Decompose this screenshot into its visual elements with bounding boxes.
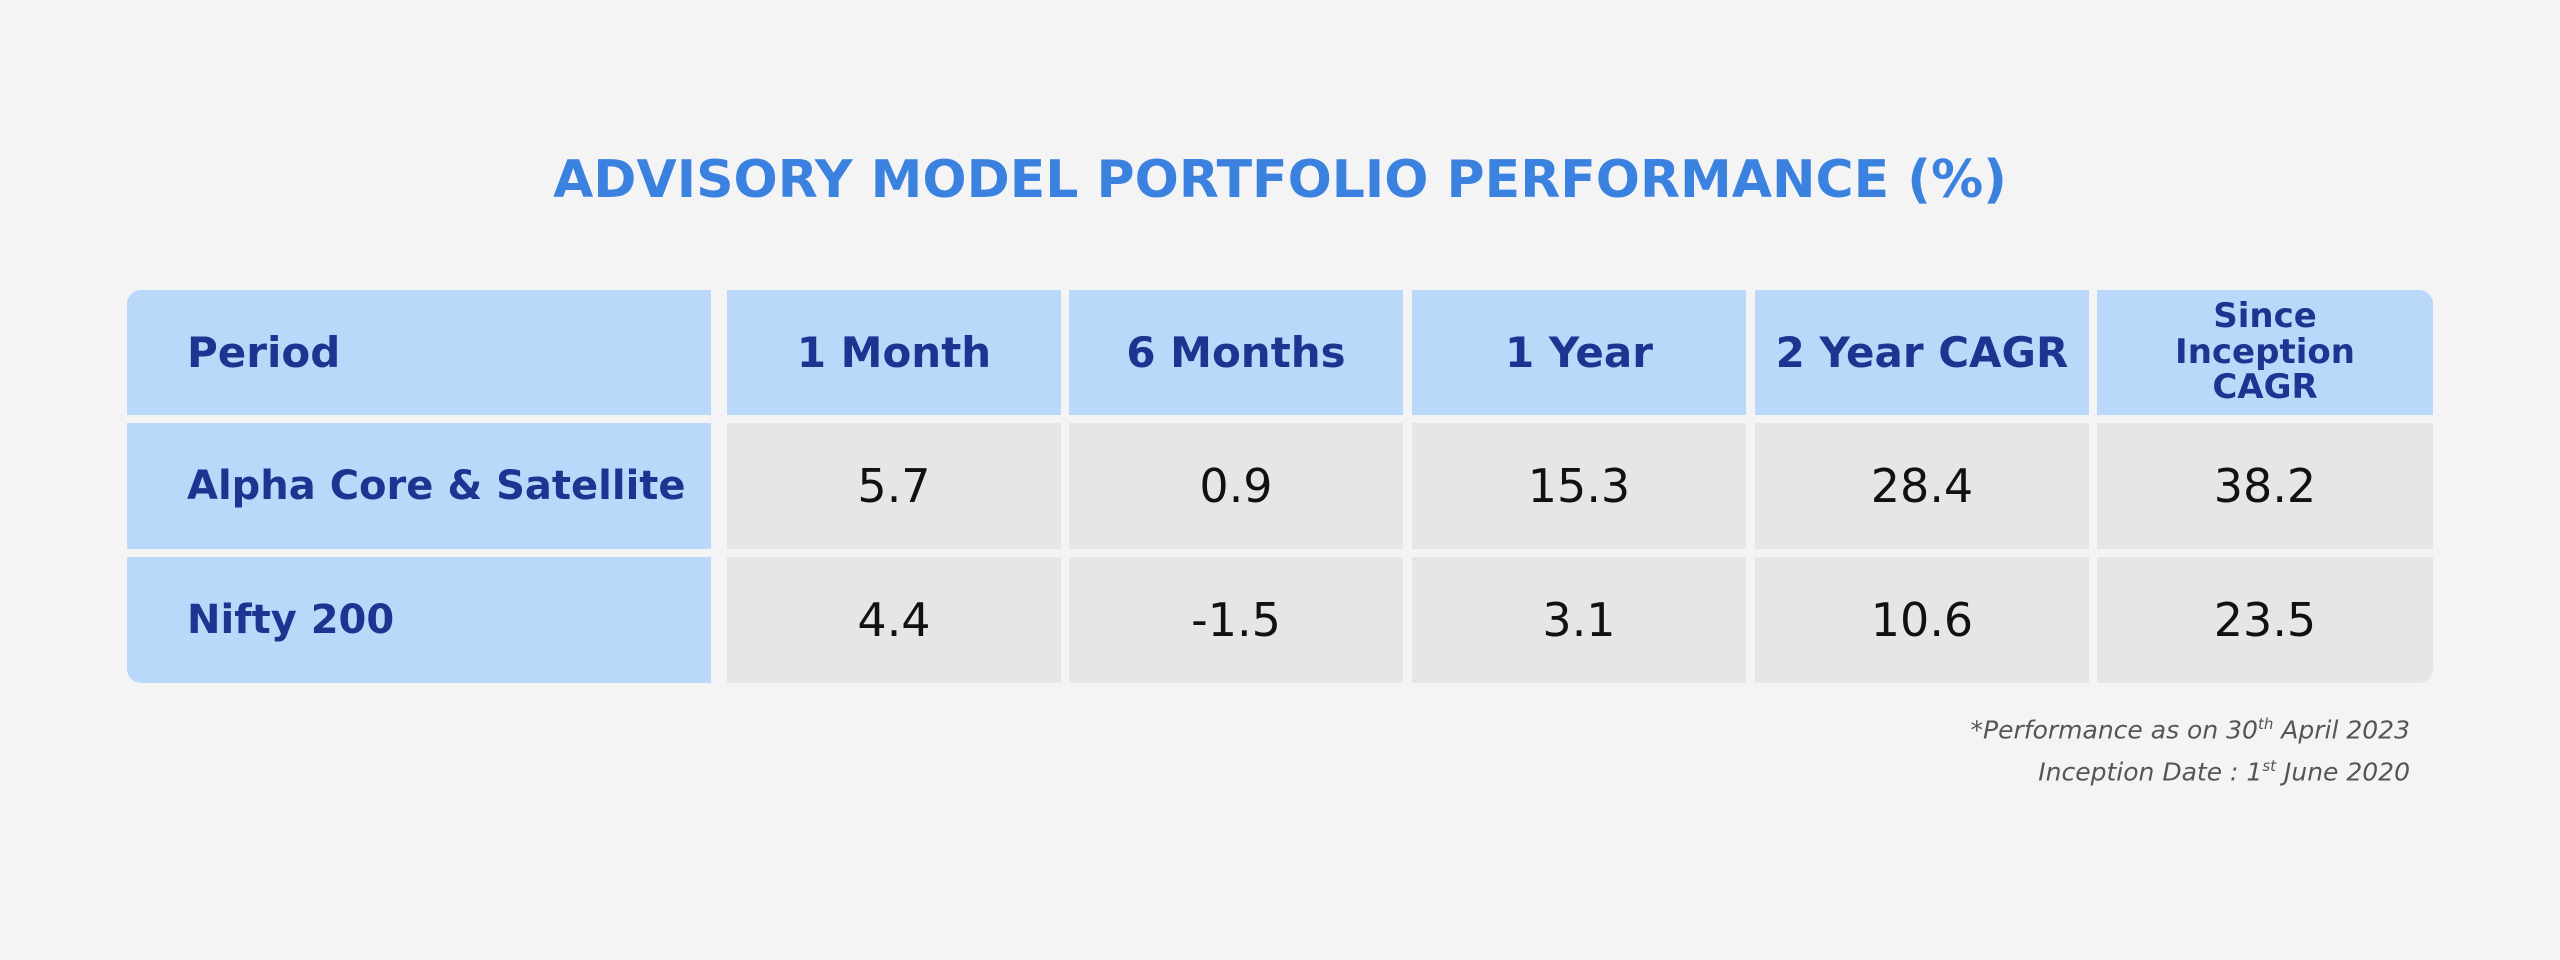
cell-nifty-2-year-cagr: 10.6 (1755, 557, 2089, 683)
cell-value: 3.1 (1542, 593, 1616, 647)
cell-nifty-1-month: 4.4 (727, 557, 1061, 683)
footnote: *Performance as on 30th April 2023 Incep… (1971, 706, 2410, 791)
cell-alpha-1-year: 15.3 (1412, 423, 1746, 549)
cell-nifty-since-inception: 23.5 (2097, 557, 2433, 683)
cell-value: 15.3 (1527, 459, 1631, 513)
cell-value: 4.4 (857, 593, 931, 647)
cell-value: -1.5 (1191, 593, 1281, 647)
cell-value: 0.9 (1199, 459, 1273, 513)
cell-value: 38.2 (2213, 459, 2317, 513)
header-label: 1 Year (1505, 328, 1653, 377)
header-label: Since Inception CAGR (2175, 295, 2355, 408)
row-label-alpha: Alpha Core & Satellite (127, 423, 711, 549)
header-label: 6 Months (1126, 328, 1346, 377)
cell-value: 5.7 (857, 459, 931, 513)
header-label: 1 Month (796, 328, 992, 377)
footnote-text: Performance as on 30 (1983, 715, 2258, 745)
cell-value: 10.6 (1870, 593, 1974, 647)
cell-alpha-since-inception: 38.2 (2097, 423, 2433, 549)
performance-table: Period 1 Month 6 Months 1 Year 2 Year CA… (127, 290, 2433, 683)
header-label: Period (187, 328, 341, 377)
footnote-superscript: st (2262, 757, 2277, 776)
cell-value: 28.4 (1870, 459, 1974, 513)
header-2-year-cagr: 2 Year CAGR (1755, 290, 2089, 415)
row-label: Nifty 200 (187, 597, 395, 643)
footnote-asterisk: * (1970, 715, 1984, 745)
footnote-inception-date: Inception Date : 1st June 2020 (1971, 748, 2410, 790)
cell-alpha-2-year-cagr: 28.4 (1755, 423, 2089, 549)
footnote-text: Inception Date : 1 (2038, 757, 2263, 787)
cell-nifty-6-months: -1.5 (1069, 557, 1403, 683)
cell-value: 23.5 (2213, 593, 2317, 647)
cell-alpha-1-month: 5.7 (727, 423, 1061, 549)
footnote-performance-date: *Performance as on 30th April 2023 (1971, 706, 2410, 748)
header-period: Period (127, 290, 711, 415)
header-since-inception-cagr: Since Inception CAGR (2097, 290, 2433, 415)
row-label-nifty: Nifty 200 (127, 557, 711, 683)
footnote-text: April 2023 (2273, 715, 2410, 745)
header-1-year: 1 Year (1412, 290, 1746, 415)
header-6-months: 6 Months (1069, 290, 1403, 415)
page-title: ADVISORY MODEL PORTFOLIO PERFORMANCE (%) (553, 150, 2007, 210)
footnote-superscript: th (2257, 715, 2274, 733)
header-1-month: 1 Month (727, 290, 1061, 415)
cell-nifty-1-year: 3.1 (1412, 557, 1746, 683)
header-label: 2 Year CAGR (1775, 328, 2069, 377)
cell-alpha-6-months: 0.9 (1069, 423, 1403, 549)
footnote-text: June 2020 (2276, 757, 2410, 787)
row-label: Alpha Core & Satellite (187, 463, 686, 509)
